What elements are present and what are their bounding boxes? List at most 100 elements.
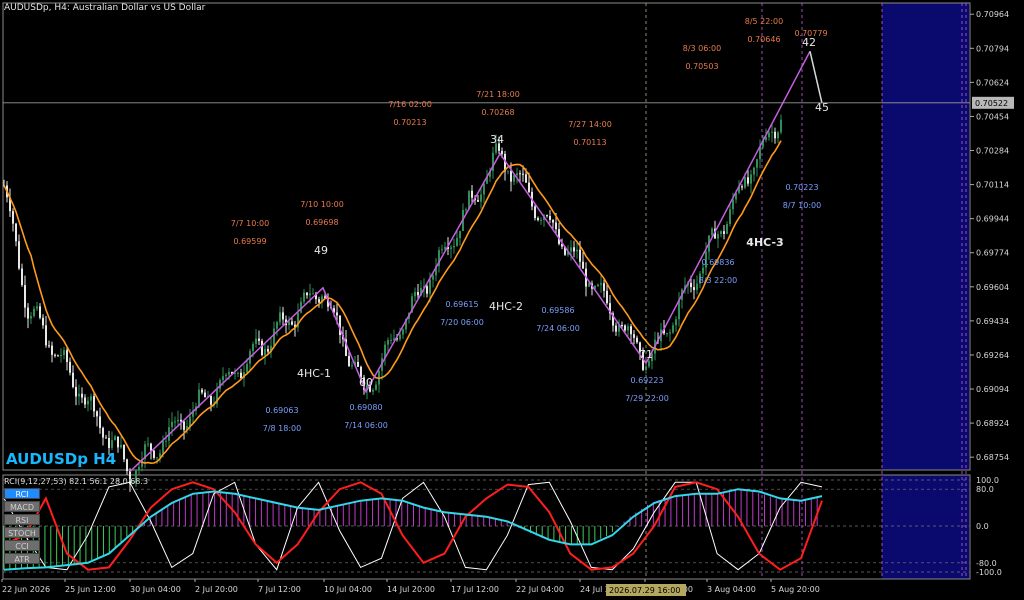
candle-body: [714, 228, 716, 239]
x-tick-label: 30 Jun 04:00: [130, 585, 181, 594]
candle-body: [66, 350, 68, 362]
rci-line-2: [3, 481, 823, 571]
candle-body: [396, 338, 398, 340]
candle-body: [270, 345, 272, 352]
pattern-label: 4HC-3: [746, 236, 783, 249]
pivot-low-time: 7/24 06:00: [536, 324, 580, 333]
candle-body: [600, 283, 602, 285]
candle-body: [387, 339, 389, 345]
candle-body: [180, 419, 182, 422]
candle-body: [519, 173, 521, 175]
candle-body: [777, 132, 779, 139]
candle-body: [255, 338, 257, 344]
candle-body: [576, 249, 578, 252]
candle-body: [765, 137, 767, 141]
candle-body: [132, 482, 134, 484]
candle-body: [54, 354, 56, 356]
crosshair-time-label: 2026.07.29 16:00: [609, 586, 680, 595]
pivot-high-price: 0.70779: [794, 29, 827, 38]
candle-body: [417, 291, 419, 296]
candle-body: [618, 324, 620, 332]
candle-body: [372, 389, 374, 392]
rci-line-3: [3, 488, 823, 571]
candle-body: [174, 421, 176, 423]
candle-body: [183, 421, 185, 430]
candle-body: [159, 453, 161, 458]
y-tick-label: 0.69434: [976, 317, 1009, 326]
candle-body: [366, 384, 368, 390]
candle-body: [333, 308, 335, 313]
symbol-label: AUDUSDp H4: [6, 450, 117, 468]
candle-body: [780, 119, 782, 133]
indicator-button-rsi[interactable]: RSI: [4, 514, 40, 525]
pivot-high-time: 7/10 10:00: [300, 200, 344, 209]
candle-body: [177, 419, 179, 422]
candle-body: [528, 182, 530, 192]
candle-body: [720, 231, 722, 235]
candle-body: [192, 410, 194, 417]
candle-body: [69, 361, 71, 373]
candle-body: [291, 321, 293, 325]
candle-body: [552, 219, 554, 223]
bar-count-label: 45: [815, 101, 829, 114]
pattern-label: 4HC-2: [489, 300, 523, 313]
candle-body: [264, 349, 266, 356]
candle-body: [219, 380, 221, 389]
future-zone-indicator: [882, 475, 969, 579]
candle-body: [30, 316, 32, 319]
indicator-button-macd[interactable]: MACD: [4, 501, 40, 512]
candle-body: [732, 199, 734, 210]
indicator-button-stoch[interactable]: STOCH: [4, 527, 40, 538]
indicator-axis-label: 100.0: [976, 476, 999, 485]
pivot-low-price: 0.69836: [701, 258, 734, 267]
candle-body: [300, 301, 302, 313]
candle-body: [762, 140, 764, 147]
pivot-low-time: 8/3 22:00: [699, 276, 737, 285]
y-tick-label: 0.69774: [976, 249, 1009, 258]
candle-body: [561, 243, 563, 247]
candle-body: [624, 325, 626, 331]
candle-body: [105, 437, 107, 439]
candle-body: [735, 192, 737, 200]
candle-body: [294, 324, 296, 328]
candle-body: [162, 440, 164, 454]
candle-body: [459, 230, 461, 239]
pivot-low-time: 7/29 22:00: [625, 394, 669, 403]
indicator-button-cci[interactable]: CCI: [4, 540, 40, 551]
bar-count-label: 71: [639, 348, 653, 361]
candle-body: [246, 363, 248, 373]
bar-count-label: 42: [802, 36, 816, 49]
candle-body: [684, 285, 686, 290]
pivot-low-time: 7/8 18:00: [263, 424, 301, 433]
candle-body: [57, 355, 59, 357]
candle-body: [204, 392, 206, 398]
candle-body: [225, 374, 227, 377]
candle-body: [261, 340, 263, 356]
x-tick-label: 22 Jul 04:00: [516, 585, 564, 594]
candle-body: [120, 444, 122, 448]
candle-body: [309, 293, 311, 296]
indicator-button-atr[interactable]: ATR: [4, 553, 40, 564]
candle-body: [129, 471, 131, 484]
indicator-axis-label: -80.0: [976, 559, 997, 568]
indicator-button-rci[interactable]: RCI: [4, 488, 40, 499]
y-tick-label: 0.69264: [976, 351, 1009, 360]
candle-body: [21, 268, 23, 286]
y-tick-label: 0.68754: [976, 453, 1009, 462]
candle-body: [513, 175, 515, 182]
candle-body: [558, 229, 560, 244]
pattern-label: 4HC-1: [297, 367, 331, 380]
candle-body: [606, 290, 608, 304]
candle-body: [483, 183, 485, 195]
candle-body: [567, 251, 569, 255]
candle-body: [156, 457, 158, 459]
candle-body: [27, 307, 29, 319]
indicator-header: RCI(9,12,27,53) 82.1 56.1 28.0 68.3: [4, 477, 149, 486]
x-tick-label: 25 Jun 12:00: [65, 585, 116, 594]
candle-body: [546, 215, 548, 217]
candle-body: [453, 245, 455, 248]
candle-body: [723, 231, 725, 234]
candle-body: [756, 159, 758, 168]
x-tick-label: 7 Jul 12:00: [258, 585, 301, 594]
